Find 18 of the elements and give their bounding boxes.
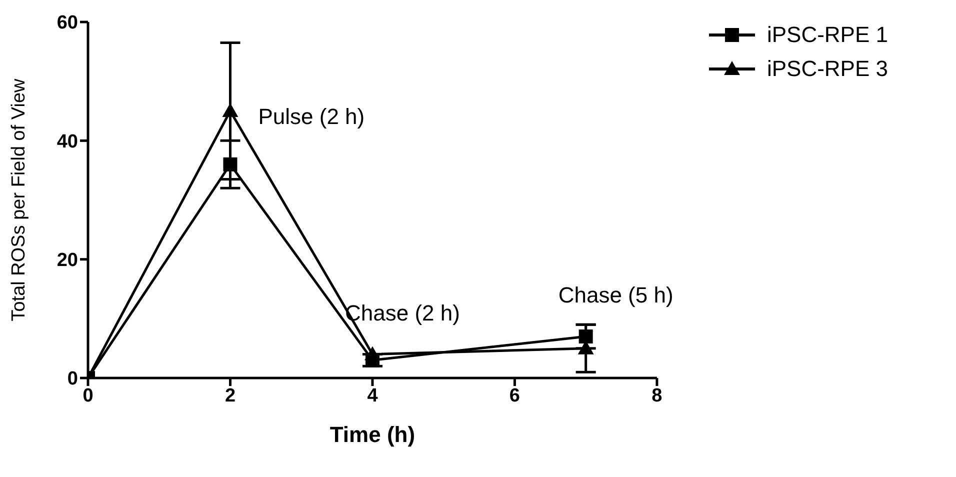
y-axis-title: Total ROSs per Field of View bbox=[8, 78, 30, 322]
x-tick-label: 6 bbox=[509, 385, 520, 406]
x-tick-label: 0 bbox=[82, 385, 94, 406]
x-tick-label: 4 bbox=[367, 385, 378, 406]
annotation: Pulse (2 h) bbox=[258, 104, 365, 129]
legend-label: iPSC-RPE 3 bbox=[766, 56, 888, 82]
y-tick-label: 0 bbox=[67, 368, 78, 390]
point bbox=[223, 157, 238, 172]
x-tick-label: 8 bbox=[652, 385, 662, 406]
y-tick-label: 60 bbox=[56, 12, 78, 34]
point bbox=[222, 103, 238, 117]
point bbox=[578, 329, 593, 344]
annotation: Chase (5 h) bbox=[558, 282, 674, 308]
y-tick-label: 20 bbox=[56, 250, 78, 272]
x-tick-label: 2 bbox=[224, 385, 236, 406]
x-axis-title: Time (h) bbox=[330, 422, 416, 447]
legend-label: iPSC-RPE 1 bbox=[766, 22, 888, 48]
y-tick-label: 40 bbox=[56, 131, 78, 152]
